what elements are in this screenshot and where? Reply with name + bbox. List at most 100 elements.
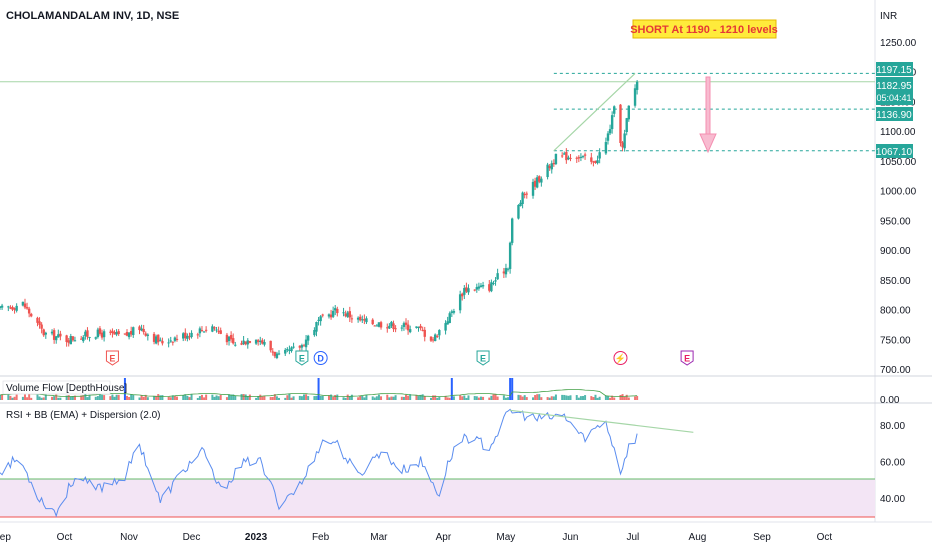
candle-body bbox=[302, 345, 306, 347]
time-tick-label: Jun bbox=[562, 532, 578, 543]
event-marker-split[interactable]: ⚡ bbox=[613, 351, 628, 365]
volume-bar bbox=[146, 397, 149, 400]
currency-label[interactable]: INR bbox=[880, 11, 897, 22]
candle-body bbox=[610, 115, 614, 130]
volume-bar bbox=[446, 397, 449, 400]
volume-bar bbox=[313, 396, 316, 400]
candle-body bbox=[215, 329, 218, 331]
time-tick-label: Apr bbox=[436, 532, 452, 543]
volume-bar bbox=[405, 394, 408, 400]
candle-body bbox=[633, 88, 637, 106]
candle-body bbox=[402, 323, 406, 327]
rsi-tick-label: 40.00 bbox=[880, 494, 905, 505]
rsi-trend-line bbox=[510, 409, 694, 433]
candle-body bbox=[200, 330, 204, 332]
volume-bar bbox=[57, 397, 60, 400]
candle-body bbox=[0, 306, 2, 309]
volume-bar bbox=[69, 396, 72, 400]
candle-body bbox=[304, 339, 308, 348]
candle-body bbox=[521, 192, 524, 204]
candle-body bbox=[59, 333, 62, 337]
candle-body bbox=[38, 321, 41, 325]
volume-bar bbox=[509, 378, 512, 400]
time-tick-label: Nov bbox=[120, 532, 138, 543]
candle-body bbox=[481, 284, 485, 287]
volume-bar bbox=[434, 395, 437, 400]
volume-bar bbox=[103, 395, 106, 400]
event-marker-dividend[interactable]: D bbox=[313, 351, 328, 365]
candle-body bbox=[467, 288, 470, 293]
volume-bar bbox=[59, 397, 62, 400]
volume-bar bbox=[577, 397, 580, 400]
volume-bar bbox=[0, 394, 1, 400]
volume-bar bbox=[613, 397, 616, 400]
candle-body bbox=[519, 202, 522, 207]
price-tick-label: 700.00 bbox=[880, 365, 911, 376]
rsi-pane-title[interactable]: RSI + BB (EMA) + Dispersion (2.0) bbox=[6, 410, 161, 421]
candle-body bbox=[533, 180, 537, 187]
volume-bar bbox=[109, 396, 112, 400]
volume-bar bbox=[263, 395, 266, 400]
candle-body bbox=[377, 322, 381, 327]
candle-body bbox=[300, 345, 304, 348]
volume-bar bbox=[94, 396, 97, 400]
candle-body bbox=[196, 334, 200, 336]
volume-bar bbox=[519, 395, 522, 400]
candle-body bbox=[567, 157, 570, 160]
time-tick-label: Mar bbox=[370, 532, 388, 543]
event-marker-earnings-past[interactable]: E bbox=[295, 350, 309, 366]
volume-bar bbox=[342, 397, 345, 400]
candle-body bbox=[190, 332, 193, 337]
symbol-title: CHOLAMANDALAM INV, 1D, NSE bbox=[6, 10, 179, 22]
candle-body bbox=[67, 340, 70, 343]
event-marker-earnings-past[interactable]: E bbox=[105, 350, 119, 366]
candle-body bbox=[504, 268, 508, 275]
candle-body bbox=[488, 284, 491, 291]
event-marker-shield bbox=[680, 350, 694, 366]
volume-bar bbox=[430, 397, 432, 400]
volume-bar bbox=[182, 395, 185, 400]
volume-bar bbox=[473, 396, 476, 400]
volume-bar bbox=[130, 394, 133, 400]
volume-bar bbox=[53, 396, 56, 400]
volume-bar bbox=[538, 394, 541, 400]
candle-body bbox=[161, 340, 164, 344]
badge-level-mid: 1136.90 bbox=[876, 107, 913, 121]
candle-body bbox=[242, 340, 245, 345]
down-arrow-icon[interactable] bbox=[699, 76, 717, 154]
volume-bar bbox=[173, 395, 176, 400]
candle-body bbox=[127, 332, 131, 338]
badge-level-high: 1197.15 bbox=[876, 62, 913, 76]
volume-bar bbox=[565, 395, 568, 400]
badge-countdown-text: 05:04:41 bbox=[876, 93, 911, 103]
volume-bar bbox=[73, 395, 76, 400]
candle-body bbox=[365, 318, 368, 323]
candle-body bbox=[619, 104, 622, 144]
candle-body bbox=[229, 335, 233, 340]
volume-bar bbox=[536, 394, 539, 400]
candle-body bbox=[560, 155, 564, 157]
candle-body bbox=[346, 312, 349, 317]
price-tick-label: 850.00 bbox=[880, 276, 911, 287]
volume-bar bbox=[269, 397, 272, 400]
volume-pane-title[interactable]: Volume Flow [DepthHouse] bbox=[6, 383, 127, 394]
badge-level-mid-text: 1136.90 bbox=[876, 110, 912, 121]
volume-bar bbox=[579, 396, 582, 400]
candle-body bbox=[565, 152, 568, 161]
event-marker-earnings-future[interactable]: E bbox=[680, 350, 694, 366]
candle-body bbox=[563, 153, 566, 155]
event-marker-earnings-past[interactable]: E bbox=[476, 350, 490, 366]
candle-body bbox=[125, 331, 129, 336]
volume-bar bbox=[609, 397, 612, 400]
candle-body bbox=[548, 166, 551, 169]
volume-bar bbox=[261, 396, 264, 400]
volume-bar bbox=[319, 395, 322, 400]
candle-body bbox=[538, 176, 541, 182]
volume-bar bbox=[21, 396, 24, 400]
volume-bar bbox=[623, 396, 626, 400]
volume-bar bbox=[380, 396, 383, 400]
candle-body bbox=[204, 329, 208, 331]
short-annotation-box[interactable] bbox=[632, 19, 777, 39]
candle-body bbox=[88, 336, 91, 338]
